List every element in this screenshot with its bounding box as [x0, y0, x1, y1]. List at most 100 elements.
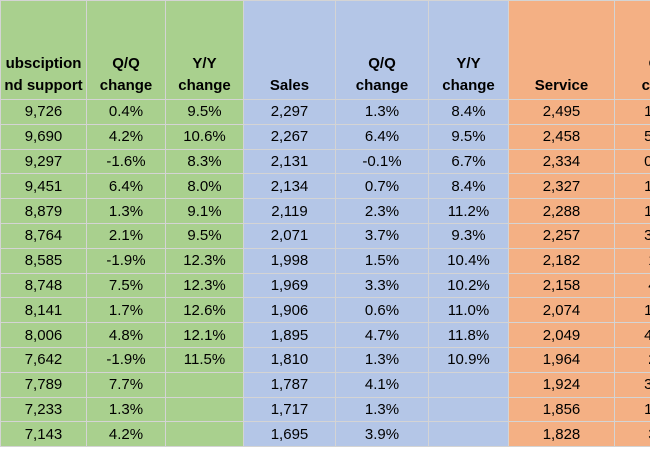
cell: 12.1% [165, 322, 244, 348]
cell [165, 421, 244, 448]
cell: 9.5% [428, 123, 509, 150]
cell: 2,049 [508, 322, 615, 348]
cell: 6.7% [428, 148, 509, 175]
cell: 1.5% [335, 247, 429, 274]
cell: 7.7% [86, 371, 166, 398]
cell: 8,764 [0, 222, 87, 249]
cell: 8,585 [0, 247, 87, 274]
cell: 2,495 [508, 99, 615, 125]
cell: 1.3% [86, 396, 166, 423]
cell: 8.3% [165, 148, 244, 175]
cell: 9,297 [0, 148, 87, 175]
cell: 7,642 [0, 346, 87, 373]
cell: 2,334 [508, 148, 615, 175]
cell: 2,119 [243, 198, 336, 224]
cell [428, 371, 509, 398]
cell: 11.5% [165, 346, 244, 373]
cell: 2,297 [243, 99, 336, 125]
cell: 11.0% [428, 297, 509, 324]
cell [428, 421, 509, 448]
cell: 6.4% [335, 123, 429, 150]
cell [428, 396, 509, 423]
cell: 1,787 [243, 371, 336, 398]
cell: 11.8% [428, 322, 509, 348]
data-row: 9,297-1.6%8.3%2,131-0.1%6.7%2,3340.3 [0, 148, 650, 175]
cell: 9.5% [165, 222, 244, 249]
cell: 10.2% [428, 272, 509, 299]
cell: 1.2 [614, 297, 650, 324]
cell: 3.7 [614, 371, 650, 398]
cell: 8,879 [0, 198, 87, 224]
cell: 3.7% [335, 222, 429, 249]
cell: 1,969 [243, 272, 336, 299]
header-line: change [99, 77, 153, 94]
cell: -1.6% [86, 148, 166, 175]
cell: 5.3 [614, 123, 650, 150]
cell: 8,141 [0, 297, 87, 324]
cell: 10.6% [165, 123, 244, 150]
cell: 1,717 [243, 396, 336, 423]
cell: 4.8% [86, 322, 166, 348]
cell: 12.3% [165, 247, 244, 274]
header-line: Q [616, 53, 650, 75]
cell: 4.7% [335, 322, 429, 348]
cell: 7.5% [86, 272, 166, 299]
cell: 2,257 [508, 222, 615, 249]
cell: 2,158 [508, 272, 615, 299]
cell: 1.3% [335, 99, 429, 125]
cell: 1.4 [614, 198, 650, 224]
cell: 4.3 [614, 322, 650, 348]
cell: 1.7% [86, 297, 166, 324]
cell: 1.5 [614, 99, 650, 125]
header-line: Q/Q [368, 55, 396, 72]
cell: 8,748 [0, 272, 87, 299]
cell: 1.5 [614, 396, 650, 423]
header-line: Service [534, 77, 589, 94]
header-line: ubsciption [5, 55, 82, 72]
cell: 4.2% [86, 123, 166, 150]
cell: 8,006 [0, 322, 87, 348]
cell: 9,690 [0, 123, 87, 150]
header-line: Y/Y [192, 55, 217, 72]
cell: 12.3% [165, 272, 244, 299]
cell: 2,182 [508, 247, 615, 274]
cell: 9,726 [0, 99, 87, 125]
header-cell: Y/Y change [428, 0, 509, 100]
cell: 10.4% [428, 247, 509, 274]
header-cell: Q/Q change [335, 0, 429, 100]
cell [165, 396, 244, 423]
cell [165, 371, 244, 398]
cell: 8.4% [428, 173, 509, 200]
header-line: Y/Y [456, 55, 481, 72]
cell: 8.4% [428, 99, 509, 125]
cell: -1.9% [86, 247, 166, 274]
cell: 2,458 [508, 123, 615, 150]
cell: 0.7% [335, 173, 429, 200]
header-cell: Sales [243, 0, 336, 100]
cell: 3.3% [335, 272, 429, 299]
cell: 2,074 [508, 297, 615, 324]
cell: 11.2% [428, 198, 509, 224]
cell: -1.9% [86, 346, 166, 373]
cell: 4.2% [86, 421, 166, 448]
cell: 12.6% [165, 297, 244, 324]
header-line: change [442, 77, 495, 94]
cell: 2,288 [508, 198, 615, 224]
cell: 1,998 [243, 247, 336, 274]
cell: 3.9% [335, 421, 429, 448]
cell: 0.4% [86, 99, 166, 125]
cell: 1,695 [243, 421, 336, 448]
cell: 1.7 [614, 173, 650, 200]
cell: 1,906 [243, 297, 336, 324]
cell: 4. [614, 272, 650, 299]
